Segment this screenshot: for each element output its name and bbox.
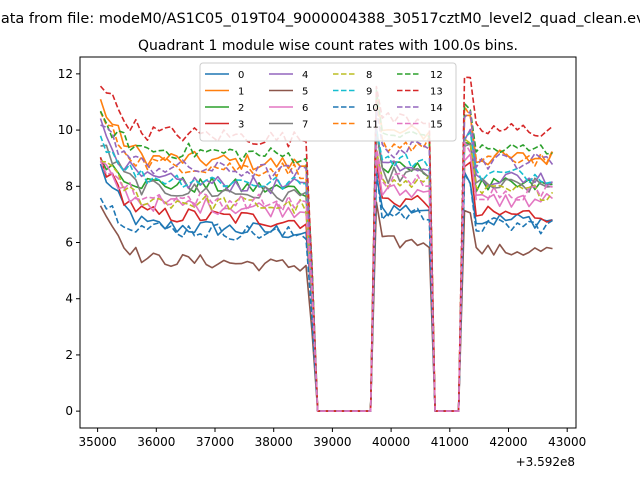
legend-label-9: 9 xyxy=(366,87,372,98)
legend-box xyxy=(199,62,457,142)
x-tick-label: 38000 xyxy=(255,435,293,449)
suptitle: Data from file: modeM0/AS1C05_019T04_900… xyxy=(0,11,640,27)
x-tick-label: 39000 xyxy=(313,435,351,449)
legend-label-7: 7 xyxy=(302,120,308,131)
x-offset-label: +3.592e8 xyxy=(516,455,575,469)
legend-label-5: 5 xyxy=(302,87,308,98)
y-tick-label: 0 xyxy=(65,404,73,418)
y-tick-label: 10 xyxy=(58,123,73,137)
legend-label-11: 11 xyxy=(366,120,379,131)
x-tick-label: 43000 xyxy=(548,435,586,449)
y-tick-label: 4 xyxy=(65,292,73,306)
y-tick-label: 12 xyxy=(58,67,73,81)
y-tick-label: 8 xyxy=(65,179,73,193)
legend-label-6: 6 xyxy=(302,103,308,114)
y-tick-label: 6 xyxy=(65,236,73,250)
x-tick-label: 36000 xyxy=(137,435,175,449)
legend-label-2: 2 xyxy=(238,103,244,114)
legend-label-12: 12 xyxy=(430,70,443,81)
ticks-layer: 35000 36000 37000 38000 39000 40000 41000 42000… xyxy=(58,67,587,449)
legend-label-4: 4 xyxy=(302,70,308,81)
legend-label-3: 3 xyxy=(238,120,244,131)
series-line-13 xyxy=(99,76,554,412)
legend-label-13: 13 xyxy=(430,87,443,98)
chart-title: Quadrant 1 module wise count rates with … xyxy=(138,38,518,54)
x-tick-label: 41000 xyxy=(431,435,469,449)
legend-label-0: 0 xyxy=(238,70,244,81)
legend-label-14: 14 xyxy=(430,103,443,114)
x-tick-label: 35000 xyxy=(79,435,117,449)
x-tick-label: 37000 xyxy=(196,435,234,449)
series-line-15 xyxy=(99,141,553,412)
legend-label-10: 10 xyxy=(366,103,379,114)
series-line-9 xyxy=(99,128,553,412)
x-tick-label: 42000 xyxy=(489,435,527,449)
legend-label-8: 8 xyxy=(366,70,372,81)
x-tick-label: 40000 xyxy=(372,435,410,449)
series-layer xyxy=(99,76,554,412)
legend-label-15: 15 xyxy=(430,120,443,131)
series-line-14 xyxy=(100,109,554,412)
y-tick-label: 2 xyxy=(65,348,73,362)
legend-label-1: 1 xyxy=(238,87,244,98)
